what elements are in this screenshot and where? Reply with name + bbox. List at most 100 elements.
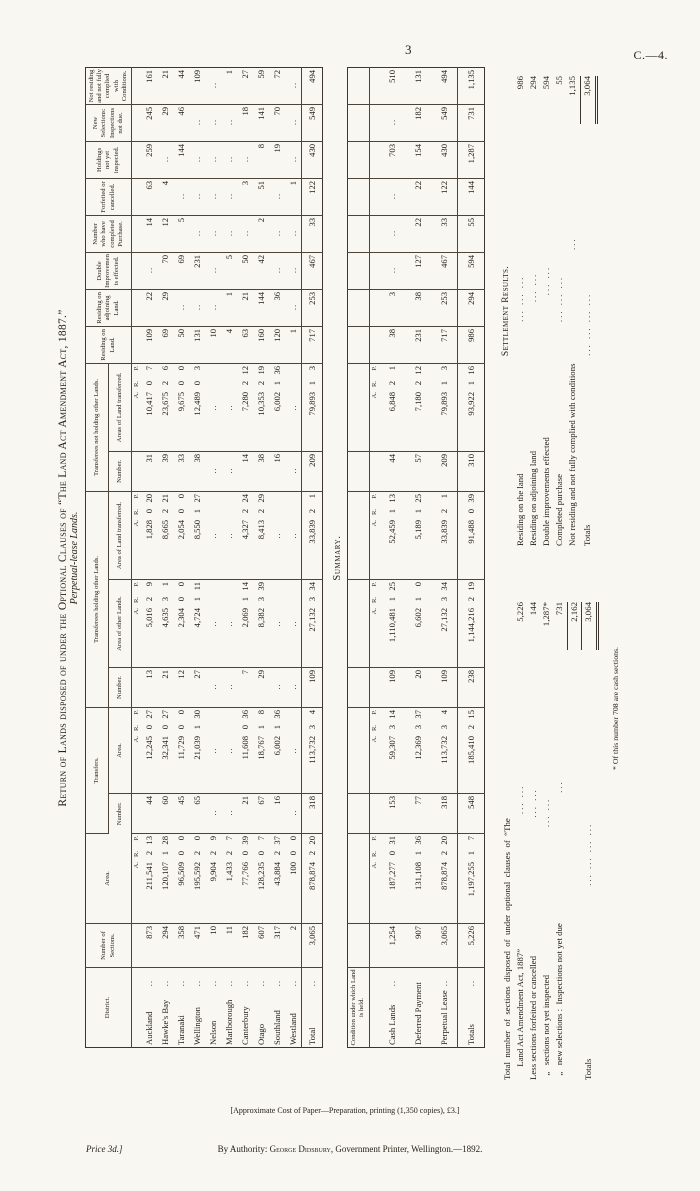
- table-cell: 59,307 3 14: [378, 707, 405, 794]
- roods: 1: [240, 596, 251, 602]
- table-cell: 63: [237, 326, 254, 364]
- table-cell: ..: [285, 363, 302, 452]
- table-cell: 22: [404, 178, 431, 216]
- roods: 0: [256, 851, 267, 856]
- acres: 12,489: [192, 391, 203, 416]
- table-cell: ..: [205, 491, 222, 580]
- roods: 3: [412, 725, 423, 730]
- ledger-row: Totals ... ... ... ... 3,064: [579, 76, 598, 546]
- table-cell: ..: [378, 215, 405, 253]
- acres: 96,509: [176, 862, 187, 886]
- perches: 9: [144, 581, 155, 587]
- header-not-holding-number: Number.: [108, 451, 132, 492]
- table-cell: 4,327 2 24: [237, 491, 254, 580]
- acres: 43,884: [272, 862, 283, 886]
- table-cell: 1,135: [457, 67, 485, 105]
- roods: 0: [144, 380, 155, 386]
- footnote: * Of this number 708 are cash sections.: [610, 647, 620, 770]
- acres: 211,541: [144, 862, 155, 890]
- table-cell: ..: [205, 289, 222, 327]
- table-cell: 79,893 1 3: [430, 363, 458, 452]
- table-cell: 430: [301, 141, 323, 179]
- acres-unit: A.: [370, 608, 378, 615]
- table-cell: ..: [285, 707, 302, 794]
- ledger-value: 986: [514, 76, 525, 90]
- table-cell: 14: [237, 451, 254, 492]
- leader-dots: ..: [192, 980, 203, 987]
- table-cell: ..: [269, 667, 286, 708]
- table-cell: 32,341 0 27: [157, 707, 174, 794]
- row-label: Totals: [465, 1024, 476, 1045]
- leader-dots: ... ...: [528, 788, 539, 818]
- table-cell: 113,732 3 4: [430, 707, 458, 794]
- perches-unit: P.: [133, 365, 141, 371]
- acres: 7,280: [240, 391, 251, 412]
- row-stub: Auckland..: [141, 968, 157, 1048]
- table-cell: 70: [157, 252, 174, 290]
- row-stub: Nelson..: [205, 968, 221, 1048]
- acres: 1,110,481: [386, 608, 397, 643]
- table-cell: 3,065: [301, 923, 323, 968]
- row-label: Wellington: [192, 1007, 203, 1045]
- acres: 12,245: [144, 735, 155, 760]
- table-cell: 10,353 2 19: [253, 363, 270, 452]
- roods: 1: [465, 381, 476, 386]
- table-cell: ..: [189, 289, 206, 327]
- table-cell: 109: [378, 667, 405, 708]
- table-cell: 510: [378, 67, 405, 105]
- perches: 36: [272, 709, 283, 719]
- header-new-selections: New Selections: Inspections not due.: [85, 104, 132, 142]
- row-label: Deferred Payment: [412, 982, 423, 1045]
- row-label: Cash Lands: [386, 1004, 397, 1045]
- table-cell: 7: [237, 667, 254, 708]
- table-cell: 44: [173, 67, 190, 105]
- table-cell: ..: [285, 793, 302, 834]
- table-cell: ..: [378, 178, 405, 216]
- table-row: Southland.. 317 43,884 2 37 16 6,002 1 36...... 1…: [269, 67, 286, 1048]
- table-cell: 21,039 1 30: [189, 707, 206, 794]
- table-cell: 29: [157, 289, 174, 327]
- table-cell: 7,280 2 12: [237, 363, 254, 452]
- perches: 14: [386, 710, 397, 719]
- table-cell: ..: [189, 141, 206, 179]
- table-cell: 1,144,216 2 19: [457, 579, 485, 668]
- unit-cell: [131, 178, 142, 216]
- perches: 3: [438, 366, 449, 371]
- table-cell: 131: [189, 326, 206, 364]
- unit-cell: A. R. P.: [131, 707, 142, 794]
- table-cell: 187,277 0 31: [378, 833, 405, 924]
- table-cell: ..: [285, 289, 302, 327]
- row-label: Nelson: [208, 1020, 219, 1045]
- perches: 34: [307, 581, 318, 591]
- acres: 11,608: [240, 735, 251, 760]
- table-cell: 7,180 2 12: [404, 363, 431, 452]
- row-stub: Canterbury..: [237, 968, 253, 1048]
- perches-unit: P.: [133, 581, 141, 587]
- table-row: Wellington.. 471 195,592 2 0 65 21,039 1 30 27 4,7…: [189, 67, 206, 1047]
- table-cell: ..: [205, 104, 222, 142]
- acres-unit: A.: [133, 607, 141, 615]
- row-stub: Southland..: [269, 968, 285, 1048]
- table-row: Perpetual Lease.. 3,065 878,874 2 20 318 113,7…: [430, 67, 458, 1048]
- table-cell: 182: [237, 923, 254, 968]
- header-not-residing: Not residing and not fully complied with…: [85, 67, 132, 105]
- table-cell: 153: [378, 793, 405, 834]
- table-title: Return of Lands disposed of under the Op…: [57, 309, 69, 807]
- table-cell: ..: [173, 178, 190, 216]
- table-cell: 44: [141, 793, 158, 834]
- roods-unit: R.: [133, 508, 141, 515]
- acres: 8,382: [256, 607, 267, 628]
- row-stub: Total..: [301, 967, 323, 1048]
- perches: 20: [307, 836, 318, 845]
- table-cell: 27,132 3 34: [301, 579, 323, 668]
- table-cell: 33,839 2 1: [301, 491, 323, 580]
- row-label: Auckland: [144, 1011, 155, 1045]
- perches: 27: [192, 493, 203, 503]
- row-label: Taranaki: [176, 1015, 187, 1045]
- table-cell: 873: [141, 923, 158, 968]
- table-cell: 44: [378, 451, 405, 492]
- rotated-table-sheet: Return of Lands disposed of under the Op…: [57, 58, 697, 1100]
- table-cell: 3: [378, 289, 405, 327]
- roods-unit: R.: [370, 851, 378, 858]
- total-row: Total.. 3,065 878,874 2 20 318 113,732 3 4 109 27,…: [301, 67, 323, 1048]
